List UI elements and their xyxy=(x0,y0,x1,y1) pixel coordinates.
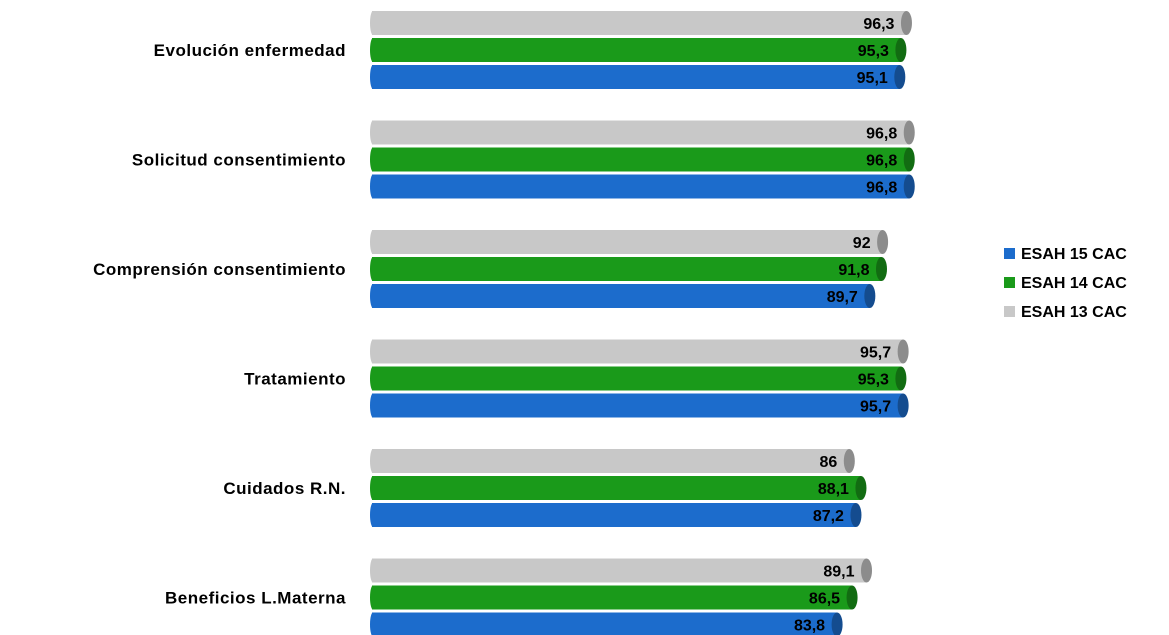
legend-label: ESAH 15 CAC xyxy=(1021,246,1127,263)
category-label-3: Comprensión consentimiento xyxy=(93,260,346,279)
value-label-5-1: 86 xyxy=(820,454,838,471)
category-label-5: Cuidados R.N. xyxy=(223,479,346,498)
bar-3-1 xyxy=(370,230,889,254)
bar-2-3 xyxy=(370,174,915,199)
value-label-6-1: 89,1 xyxy=(823,564,854,581)
category-label-1: Evolución enfermedad xyxy=(154,41,346,60)
value-label-4-3: 95,7 xyxy=(860,399,891,416)
bar-5-3 xyxy=(370,503,862,527)
bar-4-3 xyxy=(370,393,909,418)
bar-6-1 xyxy=(370,558,873,583)
bar-2-1 xyxy=(370,120,915,145)
bar-4-1 xyxy=(370,339,909,364)
category-label-6: Beneficios L.Materna xyxy=(165,589,346,608)
value-label-6-2: 86,5 xyxy=(809,591,840,608)
bar-3-3 xyxy=(370,284,876,308)
value-labels: 96,3 95,3 95,1 96,8 96,8 96,8 92 91,8 89,7 95,7 95… xyxy=(794,16,897,635)
value-label-5-2: 88,1 xyxy=(818,481,849,498)
legend-entry-1: ESAH 15 CAC xyxy=(1004,246,1127,263)
legend: ESAH 15 CAC ESAH 14 CAC ESAH 13 CAC xyxy=(1004,246,1127,321)
bar-1-3 xyxy=(370,65,906,89)
value-label-5-3: 87,2 xyxy=(813,508,844,525)
value-label-2-2: 96,8 xyxy=(866,153,897,170)
value-label-4-2: 95,3 xyxy=(858,372,889,389)
value-label-6-3: 83,8 xyxy=(794,618,825,635)
bar-5-2 xyxy=(370,476,867,500)
value-label-1-3: 95,1 xyxy=(857,70,888,87)
value-label-3-3: 89,7 xyxy=(827,289,858,306)
bar-1-2 xyxy=(370,38,907,62)
legend-label: ESAH 14 CAC xyxy=(1021,275,1127,292)
bar-2-2 xyxy=(370,147,915,172)
bar-6-2 xyxy=(370,585,858,610)
legend-label: ESAH 13 CAC xyxy=(1021,304,1127,321)
bar-5-1 xyxy=(370,449,855,473)
value-label-1-1: 96,3 xyxy=(863,16,894,33)
value-label-2-1: 96,8 xyxy=(866,126,897,143)
legend-swatch xyxy=(1004,306,1015,317)
legend-swatch xyxy=(1004,248,1015,259)
value-label-4-1: 95,7 xyxy=(860,345,891,362)
bar-3-2 xyxy=(370,257,887,281)
value-label-1-2: 95,3 xyxy=(858,43,889,60)
bar-4-2 xyxy=(370,366,907,391)
value-label-3-1: 92 xyxy=(853,235,871,252)
bar-1-1 xyxy=(370,11,912,35)
bars xyxy=(370,11,915,635)
legend-entry-3: ESAH 13 CAC xyxy=(1004,304,1127,321)
bar-6-3 xyxy=(370,612,843,635)
value-label-2-3: 96,8 xyxy=(866,180,897,197)
legend-entry-2: ESAH 14 CAC xyxy=(1004,275,1127,292)
category-label-2: Solicitud consentimiento xyxy=(132,151,346,170)
value-label-3-2: 91,8 xyxy=(838,262,869,279)
legend-swatch xyxy=(1004,277,1015,288)
category-label-4: Tratamiento xyxy=(244,370,346,389)
category-labels: Evolución enfermedad Solicitud consentimi… xyxy=(93,41,346,608)
